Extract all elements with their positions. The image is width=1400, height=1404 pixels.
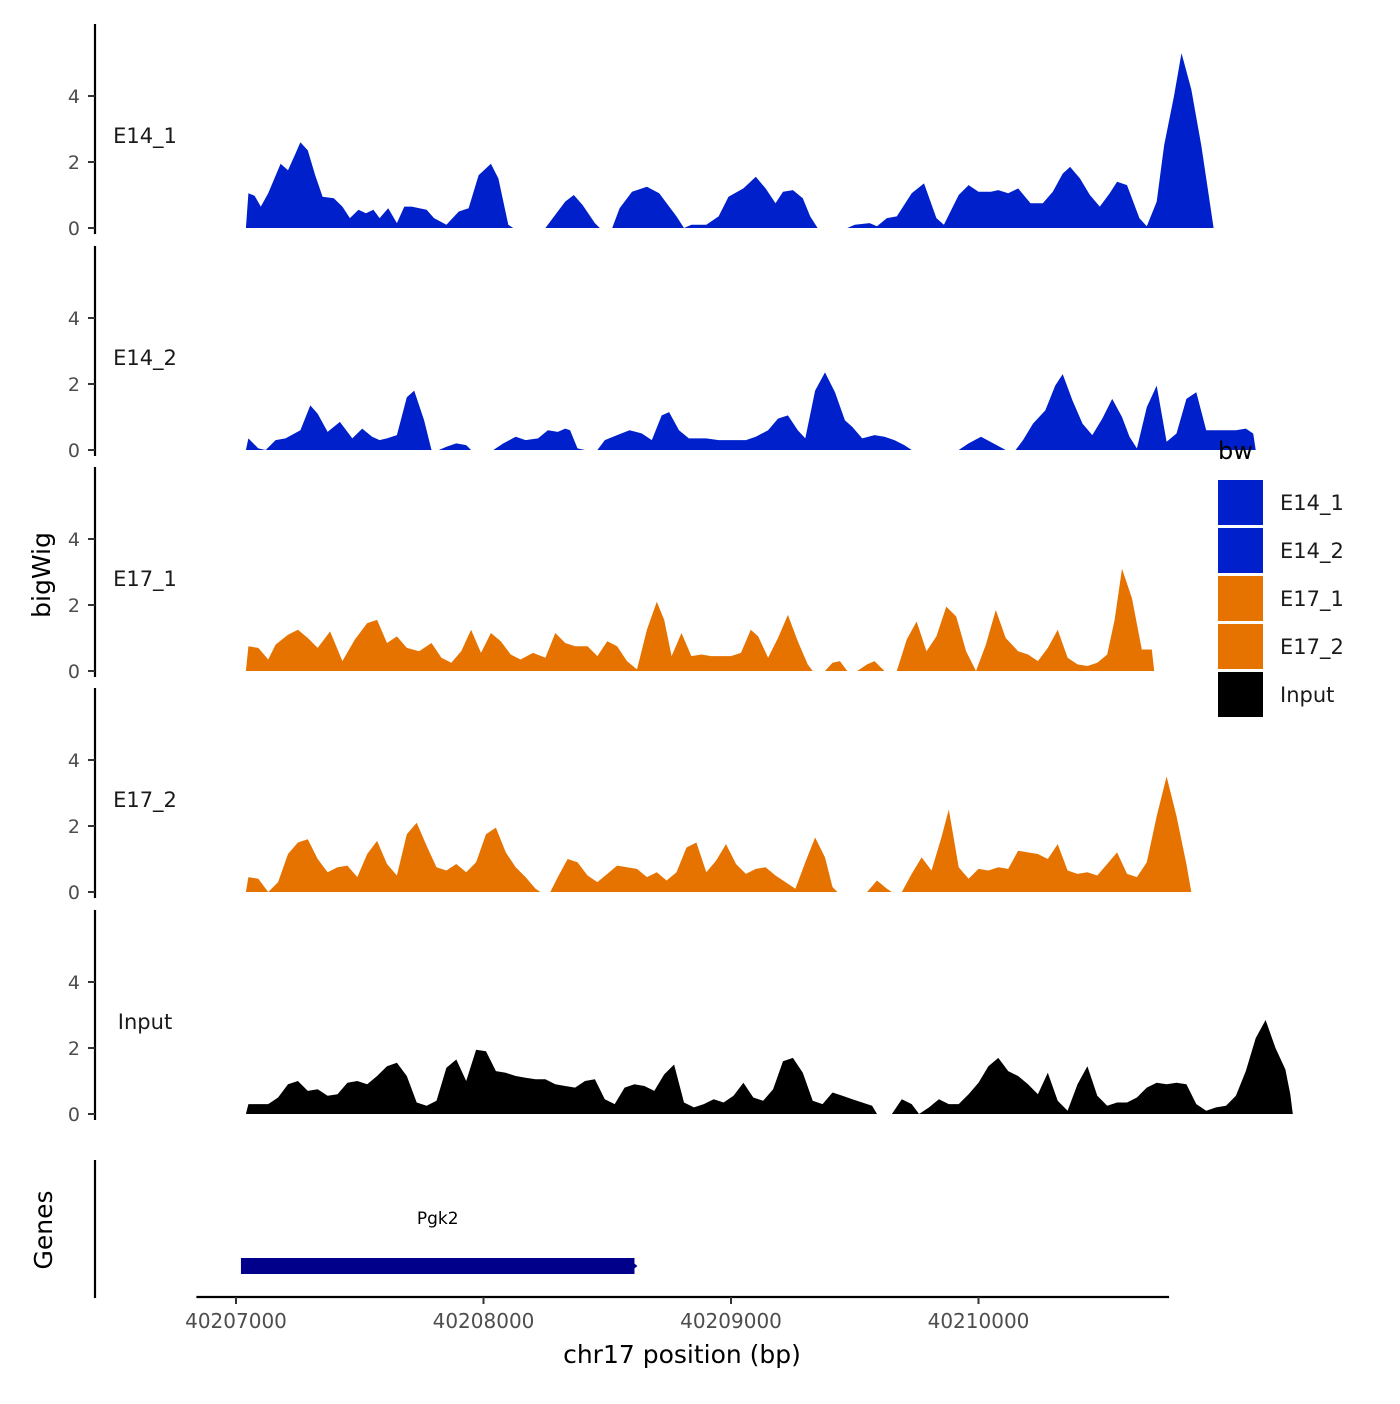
gene-body [240, 1258, 635, 1274]
legend-swatch [1218, 576, 1263, 621]
x-axis: 40207000 40208000 40209000 40210000 [185, 1295, 1170, 1333]
legend-swatch [1218, 480, 1263, 525]
track-E17_1: 0 2 4 E17_1 [68, 467, 1155, 683]
x-tick-label: 40207000 [185, 1309, 287, 1333]
legend-label: E14_1 [1280, 491, 1344, 516]
legend-swatch [1218, 528, 1263, 573]
y-tick-label: 2 [68, 595, 80, 617]
y-tick-label: 0 [68, 218, 80, 240]
track-E17_2: 0 2 4 E17_2 [68, 688, 1192, 904]
coverage-area [245, 776, 1192, 892]
gene-Pgk2: Pgk2 [240, 1209, 638, 1274]
y-axis-title: bigWig [27, 532, 56, 618]
y-tick-label: 0 [68, 661, 80, 683]
legend-entry-E17_1: E17_1 [1218, 576, 1344, 621]
track-label: E14_2 [113, 346, 177, 371]
y-tick-label: 4 [68, 750, 80, 772]
track-label: E14_1 [113, 124, 177, 149]
legend-label: Input [1280, 683, 1334, 707]
legend-label: E14_2 [1280, 539, 1344, 564]
y-tick-label: 4 [68, 972, 80, 994]
y-tick-label: 0 [68, 440, 80, 462]
gene-track-label: Genes [29, 1190, 58, 1269]
legend: bw E14_1 E14_2 E17_1 E17_2 Input [1218, 437, 1344, 717]
y-tick-label: 2 [68, 152, 80, 174]
track-label: E17_1 [113, 567, 177, 592]
y-tick-label: 2 [68, 374, 80, 396]
gene-panel: Genes Pgk2 [29, 1160, 638, 1298]
coverage-area [245, 568, 1155, 671]
y-tick-label: 4 [68, 529, 80, 551]
legend-label: E17_1 [1280, 587, 1344, 612]
legend-title: bw [1218, 437, 1253, 465]
x-tick-label: 40210000 [928, 1309, 1030, 1333]
coverage-area [245, 372, 1256, 450]
y-tick-label: 0 [68, 882, 80, 904]
track-Input: 0 2 4 Input [68, 910, 1293, 1126]
legend-entry-E17_2: E17_2 [1218, 624, 1344, 669]
gene-name-label: Pgk2 [417, 1209, 459, 1229]
y-tick-label: 2 [68, 816, 80, 838]
legend-swatch [1218, 624, 1263, 669]
x-tick-label: 40208000 [433, 1309, 535, 1333]
x-axis-title: chr17 position (bp) [563, 1340, 801, 1369]
legend-swatch [1218, 672, 1263, 717]
track-E14_2: 0 2 4 E14_2 [68, 246, 1256, 462]
track-label: Input [118, 1010, 172, 1034]
legend-entry-E14_1: E14_1 [1218, 480, 1344, 525]
y-tick-label: 0 [68, 1104, 80, 1126]
legend-entry-E14_2: E14_2 [1218, 528, 1344, 573]
y-tick-label: 4 [68, 86, 80, 108]
coverage-area [245, 53, 1214, 228]
track-label: E17_2 [113, 788, 177, 813]
coverage-area [245, 1020, 1293, 1114]
x-tick-label: 40209000 [680, 1309, 782, 1333]
track-panels: 0 2 4 E14_1 0 2 4 E14_2 0 2 4 E17_1 0 2 4 E17_2 0 2 4 Input [68, 24, 1293, 1126]
legend-entry-Input: Input [1218, 672, 1334, 717]
track-E14_1: 0 2 4 E14_1 [68, 24, 1214, 240]
y-tick-label: 4 [68, 308, 80, 330]
y-tick-label: 2 [68, 1038, 80, 1060]
legend-label: E17_2 [1280, 635, 1344, 660]
